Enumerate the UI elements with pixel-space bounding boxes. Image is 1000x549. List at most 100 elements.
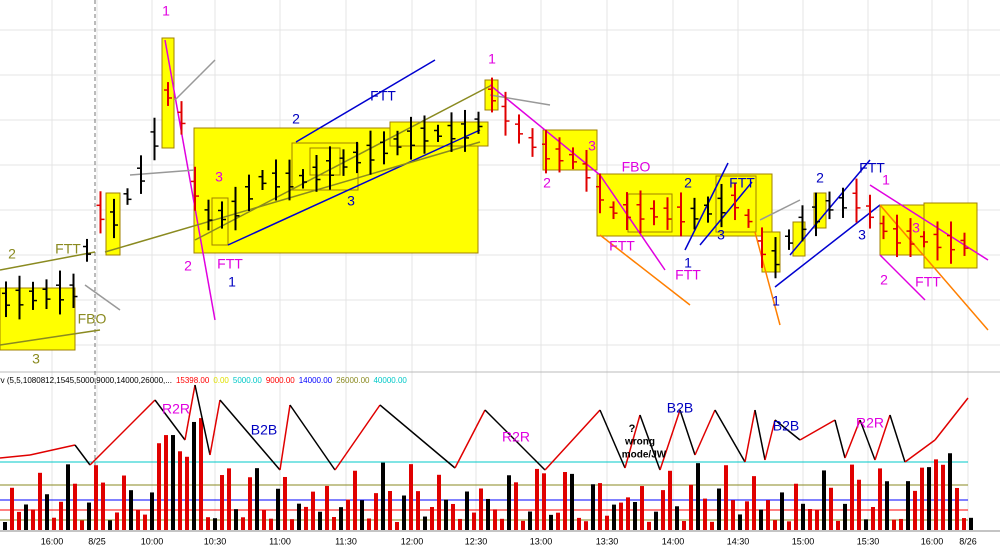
volume-bar xyxy=(108,520,112,530)
volume-bar xyxy=(528,511,532,530)
zigzag-segment xyxy=(219,399,281,471)
annotation: 1 xyxy=(162,3,170,19)
trend-line xyxy=(759,199,801,221)
volume-bar xyxy=(80,520,84,530)
x-tick-label: 14:30 xyxy=(727,536,750,546)
zigzag-segment xyxy=(334,404,381,471)
zigzag-segment xyxy=(799,419,836,441)
zigzag-segment xyxy=(379,404,456,469)
volume-bar xyxy=(486,498,490,530)
volume-bar xyxy=(402,495,406,530)
trend-line xyxy=(599,234,691,306)
annotation: 3 xyxy=(717,227,725,243)
zigzag-segment xyxy=(874,414,891,461)
annotation: 1 xyxy=(772,293,780,309)
volume-bar xyxy=(941,464,945,530)
volume-bar xyxy=(17,511,21,530)
annotation: FTT xyxy=(55,241,81,257)
zigzag-segment xyxy=(639,414,661,471)
annotation: FBO xyxy=(78,311,107,327)
annotation: 2 xyxy=(8,246,16,262)
volume-bar xyxy=(689,484,693,530)
annotation: 2 xyxy=(816,170,824,186)
volume-bar xyxy=(150,492,154,530)
x-tick-label: 14:00 xyxy=(662,536,685,546)
zigzag-segment xyxy=(484,409,546,471)
annotation: 2 xyxy=(684,175,692,191)
annotation: B2B xyxy=(667,400,693,416)
volume-bar xyxy=(507,475,511,530)
volume-bar xyxy=(192,421,196,530)
volume-bar xyxy=(514,482,518,530)
x-tick-label: 11:30 xyxy=(335,536,357,546)
volume-bar xyxy=(535,468,539,530)
volume-bar xyxy=(661,490,665,530)
volume-bar xyxy=(185,456,189,530)
volume-bar xyxy=(115,512,119,530)
volume-bar xyxy=(94,465,98,530)
zigzag-segment xyxy=(624,414,641,469)
volume-bar xyxy=(640,486,644,530)
volume-bar xyxy=(815,509,819,530)
annotation: 1 xyxy=(882,172,890,188)
volume-bar xyxy=(682,521,686,530)
volume-bar xyxy=(227,468,231,530)
x-tick-label: 13:00 xyxy=(530,536,553,546)
volume-bar xyxy=(332,517,336,530)
volume-bar xyxy=(710,521,714,530)
annotation: 3 xyxy=(215,169,223,185)
zigzag-segment xyxy=(29,444,76,456)
x-tick-label: 16:00 xyxy=(921,536,944,546)
volume-bar xyxy=(577,517,581,530)
zigzag-segment xyxy=(194,384,211,456)
x-tick-label: 8/26 xyxy=(959,536,977,546)
volume-bar xyxy=(248,477,252,530)
trend-line xyxy=(104,141,481,253)
x-tick-label: 15:00 xyxy=(792,536,815,546)
volume-bar xyxy=(745,501,749,530)
volume-bar xyxy=(416,491,420,530)
x-tick-label: 10:30 xyxy=(204,536,227,546)
trend-line xyxy=(227,129,481,246)
volume-bar xyxy=(850,464,854,530)
volume-bar xyxy=(955,487,959,530)
zigzag-segment xyxy=(774,419,801,441)
volume-bar xyxy=(374,493,378,530)
volume-bar xyxy=(122,475,126,530)
volume-bar xyxy=(38,472,42,530)
volume-bar xyxy=(647,521,651,530)
volume-bar xyxy=(570,473,574,530)
volume-bar xyxy=(927,467,931,530)
volume-bar xyxy=(794,483,798,530)
zigzag-segment xyxy=(599,409,626,469)
volume-bar xyxy=(521,520,525,530)
volume-bar xyxy=(136,509,140,530)
zigzag-segment xyxy=(889,414,906,463)
volume-bar xyxy=(500,518,504,530)
volume-bar xyxy=(675,506,679,530)
volume-bar xyxy=(773,520,777,530)
volume-bar xyxy=(780,492,784,530)
zigzag-segment xyxy=(154,399,186,441)
trend-line xyxy=(295,59,436,143)
volume-bar xyxy=(45,494,49,530)
volume-bar xyxy=(346,499,350,530)
annotation: mode/JW xyxy=(622,450,667,461)
volume-bar xyxy=(157,443,161,530)
x-tick-label: 8/25 xyxy=(88,536,106,546)
volume-bar xyxy=(962,518,966,530)
volume-bar xyxy=(381,462,385,530)
pattern-box xyxy=(0,287,76,351)
trend-line xyxy=(174,59,216,101)
trend-line xyxy=(489,94,551,106)
zigzag-segment xyxy=(74,444,91,466)
volume-bar xyxy=(66,464,70,530)
volume-bar xyxy=(388,491,392,530)
annotation: R2R xyxy=(856,415,884,431)
trend-line xyxy=(699,181,753,246)
volume-bar xyxy=(59,501,63,530)
volume-bar xyxy=(199,418,203,530)
volume-bar xyxy=(759,509,763,530)
volume-bar xyxy=(262,510,266,530)
